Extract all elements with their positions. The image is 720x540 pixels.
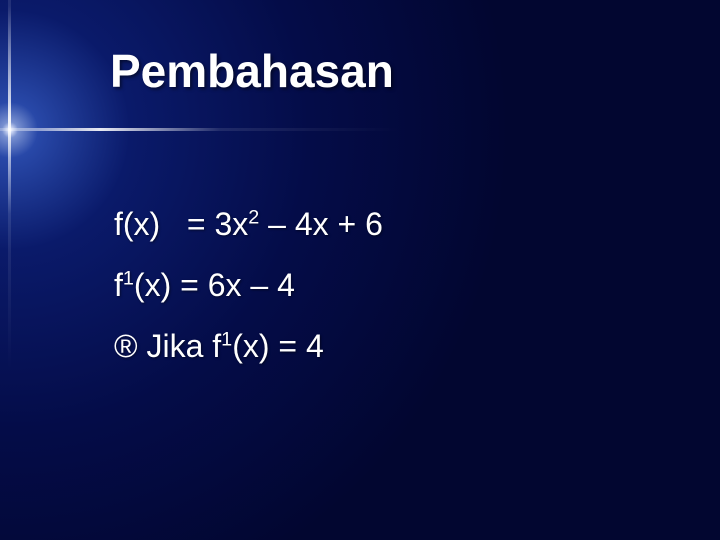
arrow-icon: ® xyxy=(114,328,138,364)
equation-line-1: f(x) = 3x2 – 4x + 6 xyxy=(114,194,383,255)
equation-line-3: ® Jika f1(x) = 4 xyxy=(114,316,383,377)
eq3-superscript: 1 xyxy=(221,328,232,350)
eq1-post: – 4x + 6 xyxy=(259,206,383,242)
eq2-superscript: 1 xyxy=(123,267,134,289)
eq1-superscript: 2 xyxy=(248,206,259,228)
eq2-post: (x) = 6x – 4 xyxy=(134,267,295,303)
lens-flare-horizontal xyxy=(0,128,400,131)
equation-line-2: f1(x) = 6x – 4 xyxy=(114,255,383,316)
slide: Pembahasan f(x) = 3x2 – 4x + 6 f1(x) = 6… xyxy=(0,0,720,540)
eq3-pre: Jika f xyxy=(138,328,222,364)
lens-flare-vertical xyxy=(8,0,11,370)
slide-title: Pembahasan xyxy=(110,44,394,98)
eq3-post: (x) = 4 xyxy=(232,328,324,364)
slide-body: f(x) = 3x2 – 4x + 6 f1(x) = 6x – 4 ® Jik… xyxy=(114,194,383,376)
eq2-pre: f xyxy=(114,267,123,303)
eq1-pre: f(x) = 3x xyxy=(114,206,248,242)
